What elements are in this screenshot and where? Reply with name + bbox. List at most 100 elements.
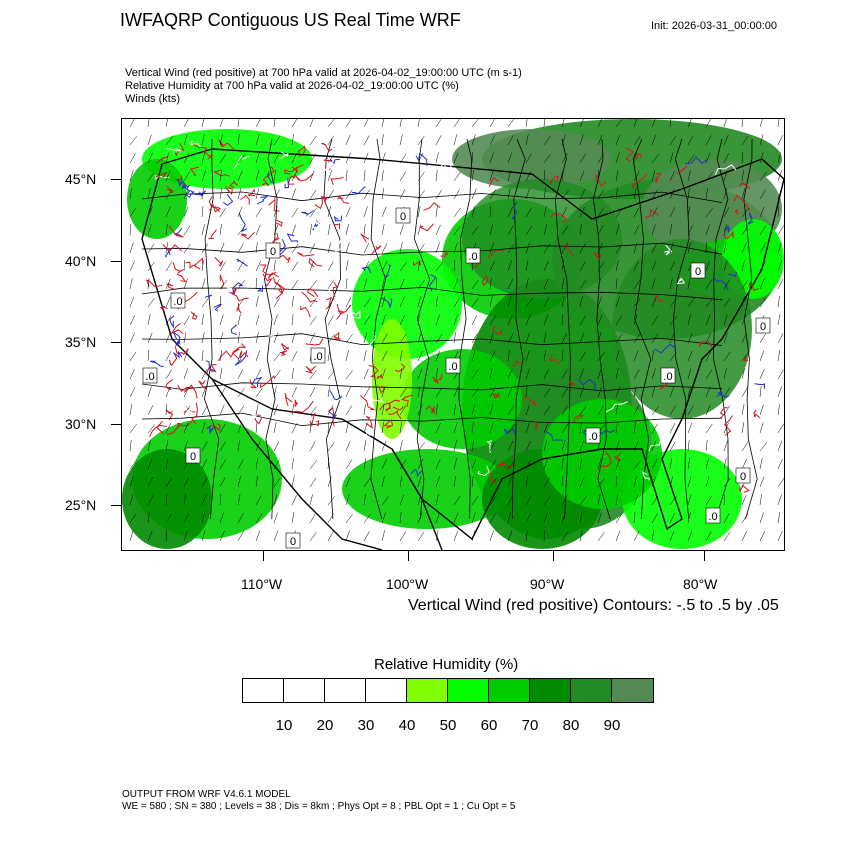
wind-barb xyxy=(777,333,784,344)
wind-barb xyxy=(165,332,171,344)
wind-barb xyxy=(687,405,694,416)
wind-contour xyxy=(312,220,320,236)
wind-barb xyxy=(291,351,298,362)
wind-barb xyxy=(453,404,456,416)
wind-barb xyxy=(381,206,387,218)
wind-barb xyxy=(237,531,244,542)
wind-barb xyxy=(579,530,583,542)
wind-contour xyxy=(190,311,198,320)
wind-barb xyxy=(417,296,421,308)
wind-contour xyxy=(218,139,235,150)
wind-barb xyxy=(255,152,260,164)
wind-barb xyxy=(417,459,424,470)
wind-barb xyxy=(633,369,640,380)
wind-barb xyxy=(489,205,492,218)
wind-contour xyxy=(300,305,311,318)
vertical-wind-contours xyxy=(145,139,765,493)
wind-barb xyxy=(219,387,226,398)
wind-barb xyxy=(183,530,188,542)
contour-label: .0 xyxy=(142,367,158,384)
wind-barb xyxy=(237,388,245,398)
wind-barb xyxy=(147,206,153,218)
wind-barb xyxy=(741,188,746,200)
wind-barb xyxy=(147,224,152,236)
wind-barb xyxy=(291,207,299,218)
wind-contour xyxy=(625,147,635,162)
wind-barb xyxy=(633,350,639,362)
wind-barb xyxy=(147,332,153,344)
colorbar-label: 70 xyxy=(521,717,539,734)
wind-barb xyxy=(183,119,189,128)
wind-barb xyxy=(219,459,226,470)
wind-barb xyxy=(453,207,461,218)
wind-barb xyxy=(759,152,764,164)
contour-label-box xyxy=(185,447,201,464)
wind-contour xyxy=(350,309,361,319)
contour-label-text: 0 xyxy=(290,536,296,548)
wind-contour xyxy=(219,274,225,290)
wind-barb xyxy=(669,458,673,470)
wind-contour xyxy=(333,223,340,230)
wind-barb xyxy=(705,458,709,470)
wind-contour xyxy=(654,343,677,354)
wind-barb xyxy=(363,477,371,488)
wind-barb xyxy=(615,386,621,398)
wind-barbs xyxy=(129,119,784,542)
wind-barb xyxy=(633,119,637,128)
wind-barb xyxy=(129,188,132,200)
wind-barb xyxy=(237,170,243,182)
wind-barb xyxy=(597,242,603,254)
wind-contour xyxy=(260,264,272,275)
lon-tick xyxy=(553,551,554,561)
wind-barb xyxy=(615,475,618,488)
wind-contour xyxy=(213,169,230,177)
wind-barb xyxy=(705,314,711,326)
wind-barb xyxy=(777,134,784,146)
wind-barb xyxy=(561,153,568,164)
contour-label-box xyxy=(755,317,771,334)
wind-barb xyxy=(345,189,353,200)
wind-barb xyxy=(507,206,513,218)
wind-contour xyxy=(428,274,437,292)
wind-barb xyxy=(201,422,206,434)
wind-barb xyxy=(219,119,224,128)
wind-contour xyxy=(513,360,524,368)
contour-label-text: .0 xyxy=(313,351,322,363)
colorbar-label: 50 xyxy=(439,717,457,734)
contour-label-text: 0 xyxy=(270,246,276,258)
wind-barb xyxy=(165,278,171,290)
wind-barb xyxy=(381,188,384,200)
wind-barb xyxy=(597,134,603,146)
wind-barb xyxy=(435,512,440,524)
wind-barb xyxy=(183,188,189,200)
wind-barb xyxy=(291,224,297,236)
wind-barb xyxy=(633,171,640,182)
wind-barb xyxy=(309,494,313,506)
wind-contour xyxy=(169,353,178,366)
wind-barb xyxy=(309,153,316,164)
wind-barb xyxy=(129,153,136,164)
wind-contour xyxy=(365,415,373,429)
wind-barb xyxy=(147,152,153,164)
colorbar-swatch xyxy=(489,679,530,702)
wind-barb xyxy=(543,278,549,290)
wind-barb xyxy=(183,315,190,326)
wind-barb xyxy=(777,188,782,200)
wind-barb xyxy=(525,350,530,362)
wind-barb xyxy=(507,424,515,434)
state-boundary xyxy=(141,191,723,203)
lat-tick xyxy=(111,424,121,425)
wind-barb xyxy=(723,297,731,308)
wind-barb xyxy=(363,261,370,272)
wind-barb xyxy=(417,350,423,362)
wind-contour xyxy=(214,257,224,267)
wind-barb xyxy=(525,440,531,452)
wind-barb xyxy=(129,494,134,506)
wind-contour xyxy=(272,232,280,243)
state-boundary xyxy=(203,138,220,520)
wind-barb xyxy=(543,224,548,236)
wind-barb xyxy=(543,477,550,488)
wind-barb xyxy=(489,119,496,128)
wind-barb xyxy=(633,531,640,542)
wind-barb xyxy=(579,440,584,452)
